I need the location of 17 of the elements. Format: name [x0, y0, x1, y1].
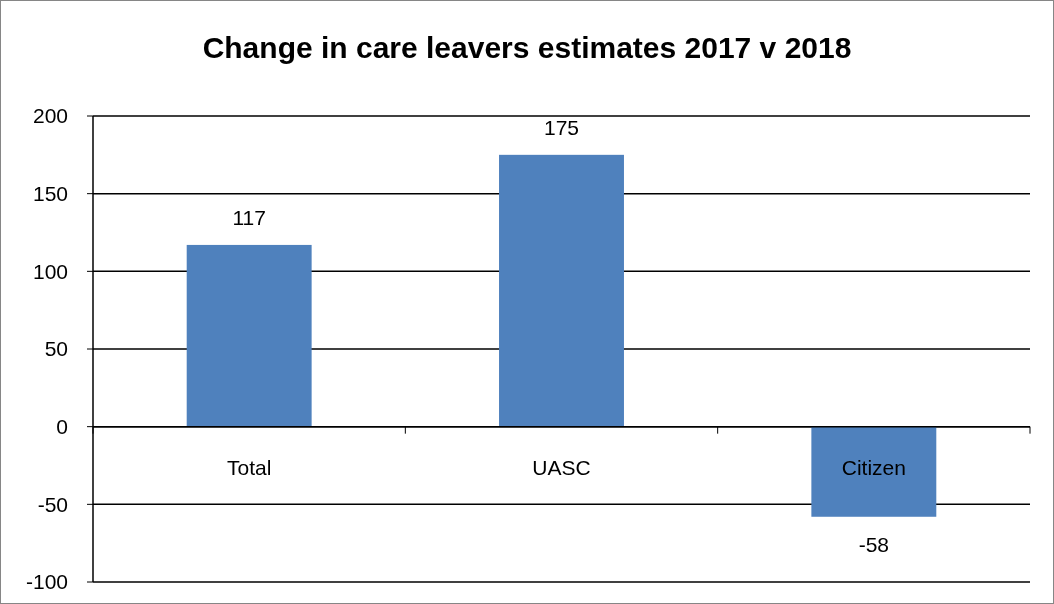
bar — [811, 426, 937, 517]
bar — [186, 244, 312, 427]
data-label: -58 — [858, 532, 890, 556]
x-tick-label: Citizen — [841, 455, 906, 479]
y-tick-label: 150 — [32, 182, 68, 206]
y-tick-label: 50 — [44, 337, 68, 361]
y-tick-label: -100 — [25, 570, 68, 594]
bar — [499, 154, 624, 427]
y-tick-label: -50 — [37, 492, 68, 516]
y-tick-label: 100 — [32, 259, 68, 283]
chart-title: Change in care leavers estimates 2017 v 2018 — [202, 31, 852, 64]
x-tick-label: Total — [226, 455, 272, 479]
y-tick-label: 200 — [32, 104, 68, 128]
data-label: 117 — [232, 205, 266, 229]
y-tick-label: 0 — [56, 415, 68, 439]
data-label: 175 — [543, 115, 580, 139]
x-tick-label: UASC — [532, 455, 591, 479]
